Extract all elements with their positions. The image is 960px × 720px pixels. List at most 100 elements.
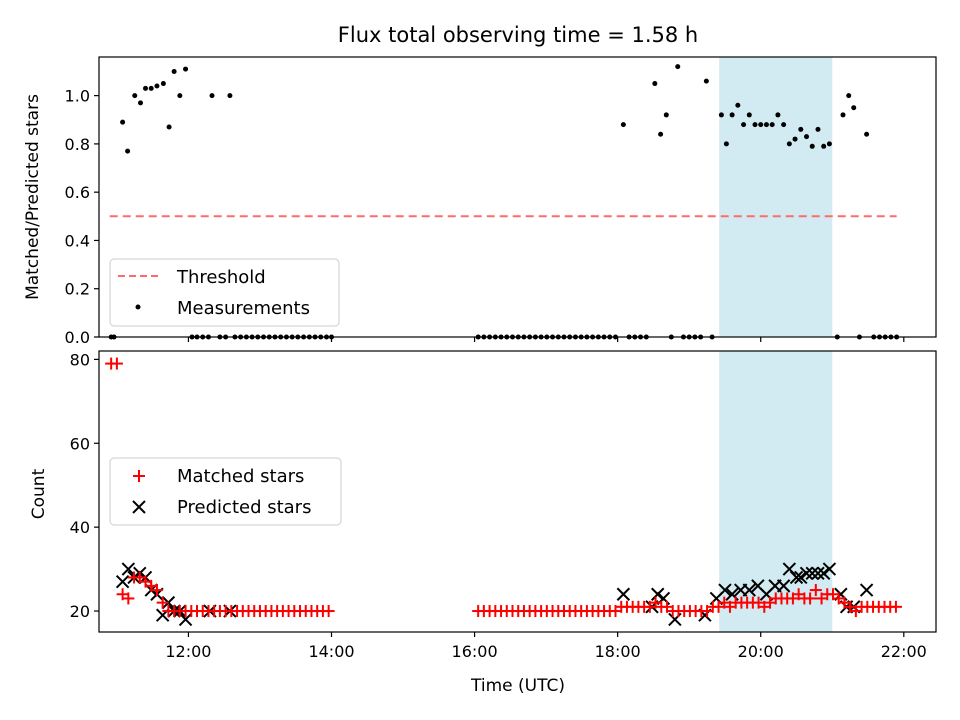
- predicted-star-marker: [816, 566, 831, 580]
- measurement-point: [132, 93, 138, 99]
- y-tick-label: 40: [70, 518, 90, 537]
- matched-star-marker: [156, 596, 169, 609]
- measurement-point: [620, 122, 626, 128]
- bottom-y-axis-label: Count: [29, 468, 49, 519]
- chart-title: Flux total observing time = 1.58 h: [338, 23, 698, 47]
- legend-matched-swatch: [133, 470, 145, 482]
- measurement-point: [821, 143, 827, 149]
- bottom-axes-frame: [98, 350, 937, 633]
- top-y-axis-label: Matched/Predicted stars: [23, 94, 43, 300]
- x-axis-label: Time (UTC): [470, 676, 565, 696]
- predicted-star-marker: [776, 579, 791, 593]
- matched-star-marker: [322, 605, 335, 618]
- measurement-point: [769, 122, 775, 128]
- measurement-point: [143, 85, 148, 91]
- predicted-star-marker: [115, 574, 130, 589]
- y-tick-label: 0.4: [65, 231, 90, 250]
- top-axes-frame: [98, 56, 937, 338]
- legend-threshold-label: Threshold: [176, 267, 266, 288]
- legend-measurements-swatch: [135, 304, 141, 310]
- measurement-point: [746, 112, 752, 118]
- top-y-ticks: 0.0 0.2 0.4 0.6 0.8 1.0: [65, 87, 99, 347]
- y-tick-label: 60: [70, 434, 90, 453]
- predicted-star-marker: [811, 566, 825, 580]
- bottom-legend-box: [109, 457, 342, 526]
- x-tick-label: 14:00: [308, 642, 354, 661]
- highlight-span: [719, 57, 833, 337]
- measurement-point: [718, 112, 724, 118]
- legend-predicted-label: Predicted stars: [177, 497, 311, 518]
- measurement-point: [166, 124, 172, 130]
- top-x-ticks: [187, 337, 905, 342]
- measurement-point: [729, 112, 735, 118]
- x-tick-label: 12:00: [165, 642, 211, 661]
- matched-star-marker: [150, 584, 163, 597]
- measurement-point: [786, 141, 792, 147]
- measurement-point: [763, 122, 769, 128]
- x-tick-label: 18:00: [595, 642, 641, 661]
- predicted-star-marker: [616, 587, 631, 601]
- measurement-point: [752, 122, 758, 128]
- measurement-point: [154, 83, 160, 89]
- predicted-star-marker: [805, 566, 819, 580]
- bottom-y-ticks: 20 40 60 80: [70, 350, 99, 621]
- y-tick-label: 80: [70, 350, 90, 369]
- y-tick-label: 0.0: [65, 328, 90, 347]
- measurement-point: [723, 141, 729, 147]
- x-tick-label: 20:00: [738, 642, 784, 661]
- x-tick-label: 22:00: [881, 642, 927, 661]
- measurement-point: [840, 112, 846, 118]
- predicted-star-marker: [178, 612, 193, 627]
- top-legend: Threshold Measurements: [109, 258, 340, 327]
- legend-matched-label: Matched stars: [177, 466, 304, 487]
- measurement-point: [735, 102, 741, 108]
- measurement-point: [775, 112, 781, 118]
- predicted-star-marker: [651, 587, 665, 601]
- measurement-point: [120, 119, 126, 125]
- predicted-star-marker: [799, 566, 814, 580]
- measurement-point: [781, 122, 787, 128]
- y-tick-label: 1.0: [65, 87, 90, 106]
- measurement-point: [137, 100, 143, 106]
- measurement-point: [160, 81, 166, 87]
- measurement-point: [851, 105, 857, 111]
- y-tick-label: 20: [70, 602, 90, 621]
- predicted-star-marker: [794, 570, 808, 585]
- predicted-star-marker: [718, 583, 732, 597]
- legend-predicted-swatch: [132, 500, 146, 514]
- predicted-star-marker: [859, 583, 874, 597]
- matched-star-marker: [889, 600, 902, 613]
- measurement-point: [798, 126, 804, 132]
- y-tick-label: 0.8: [65, 135, 90, 154]
- measurement-point: [675, 64, 681, 70]
- measurement-point: [652, 81, 658, 87]
- measurement-point: [663, 112, 669, 118]
- matched-star-marker: [804, 592, 817, 605]
- bottom-x-ticks: 12:00 14:00 16:00 18:00 20:00 22:00: [165, 632, 927, 661]
- measurement-point: [809, 143, 815, 149]
- matched-star-marker: [122, 592, 135, 605]
- measurement-point: [148, 85, 154, 91]
- measurement-point: [815, 126, 821, 132]
- measurement-point: [125, 148, 131, 154]
- measurement-point: [171, 68, 177, 74]
- top-panel: 0.0 0.2 0.4 0.6 0.8 1.0 Matched/Predicted sta…: [23, 56, 937, 347]
- predicted-star-marker: [789, 570, 804, 585]
- measurement-point: [177, 93, 183, 99]
- measurement-point: [209, 93, 215, 99]
- measurement-point: [804, 134, 810, 140]
- predicted-star-marker: [742, 583, 756, 597]
- measurement-point: [703, 78, 709, 84]
- measurement-point: [183, 66, 189, 72]
- matched-star-marker: [110, 357, 123, 370]
- measurement-point: [792, 136, 798, 142]
- measurement-point: [741, 122, 747, 128]
- top-legend-box: [109, 258, 340, 327]
- matched-star-marker: [809, 584, 822, 597]
- y-tick-label: 0.6: [65, 183, 90, 202]
- bottom-legend: Matched stars Predicted stars: [109, 457, 342, 526]
- predicted-star-marker: [121, 562, 136, 576]
- matched-markers: [105, 357, 902, 618]
